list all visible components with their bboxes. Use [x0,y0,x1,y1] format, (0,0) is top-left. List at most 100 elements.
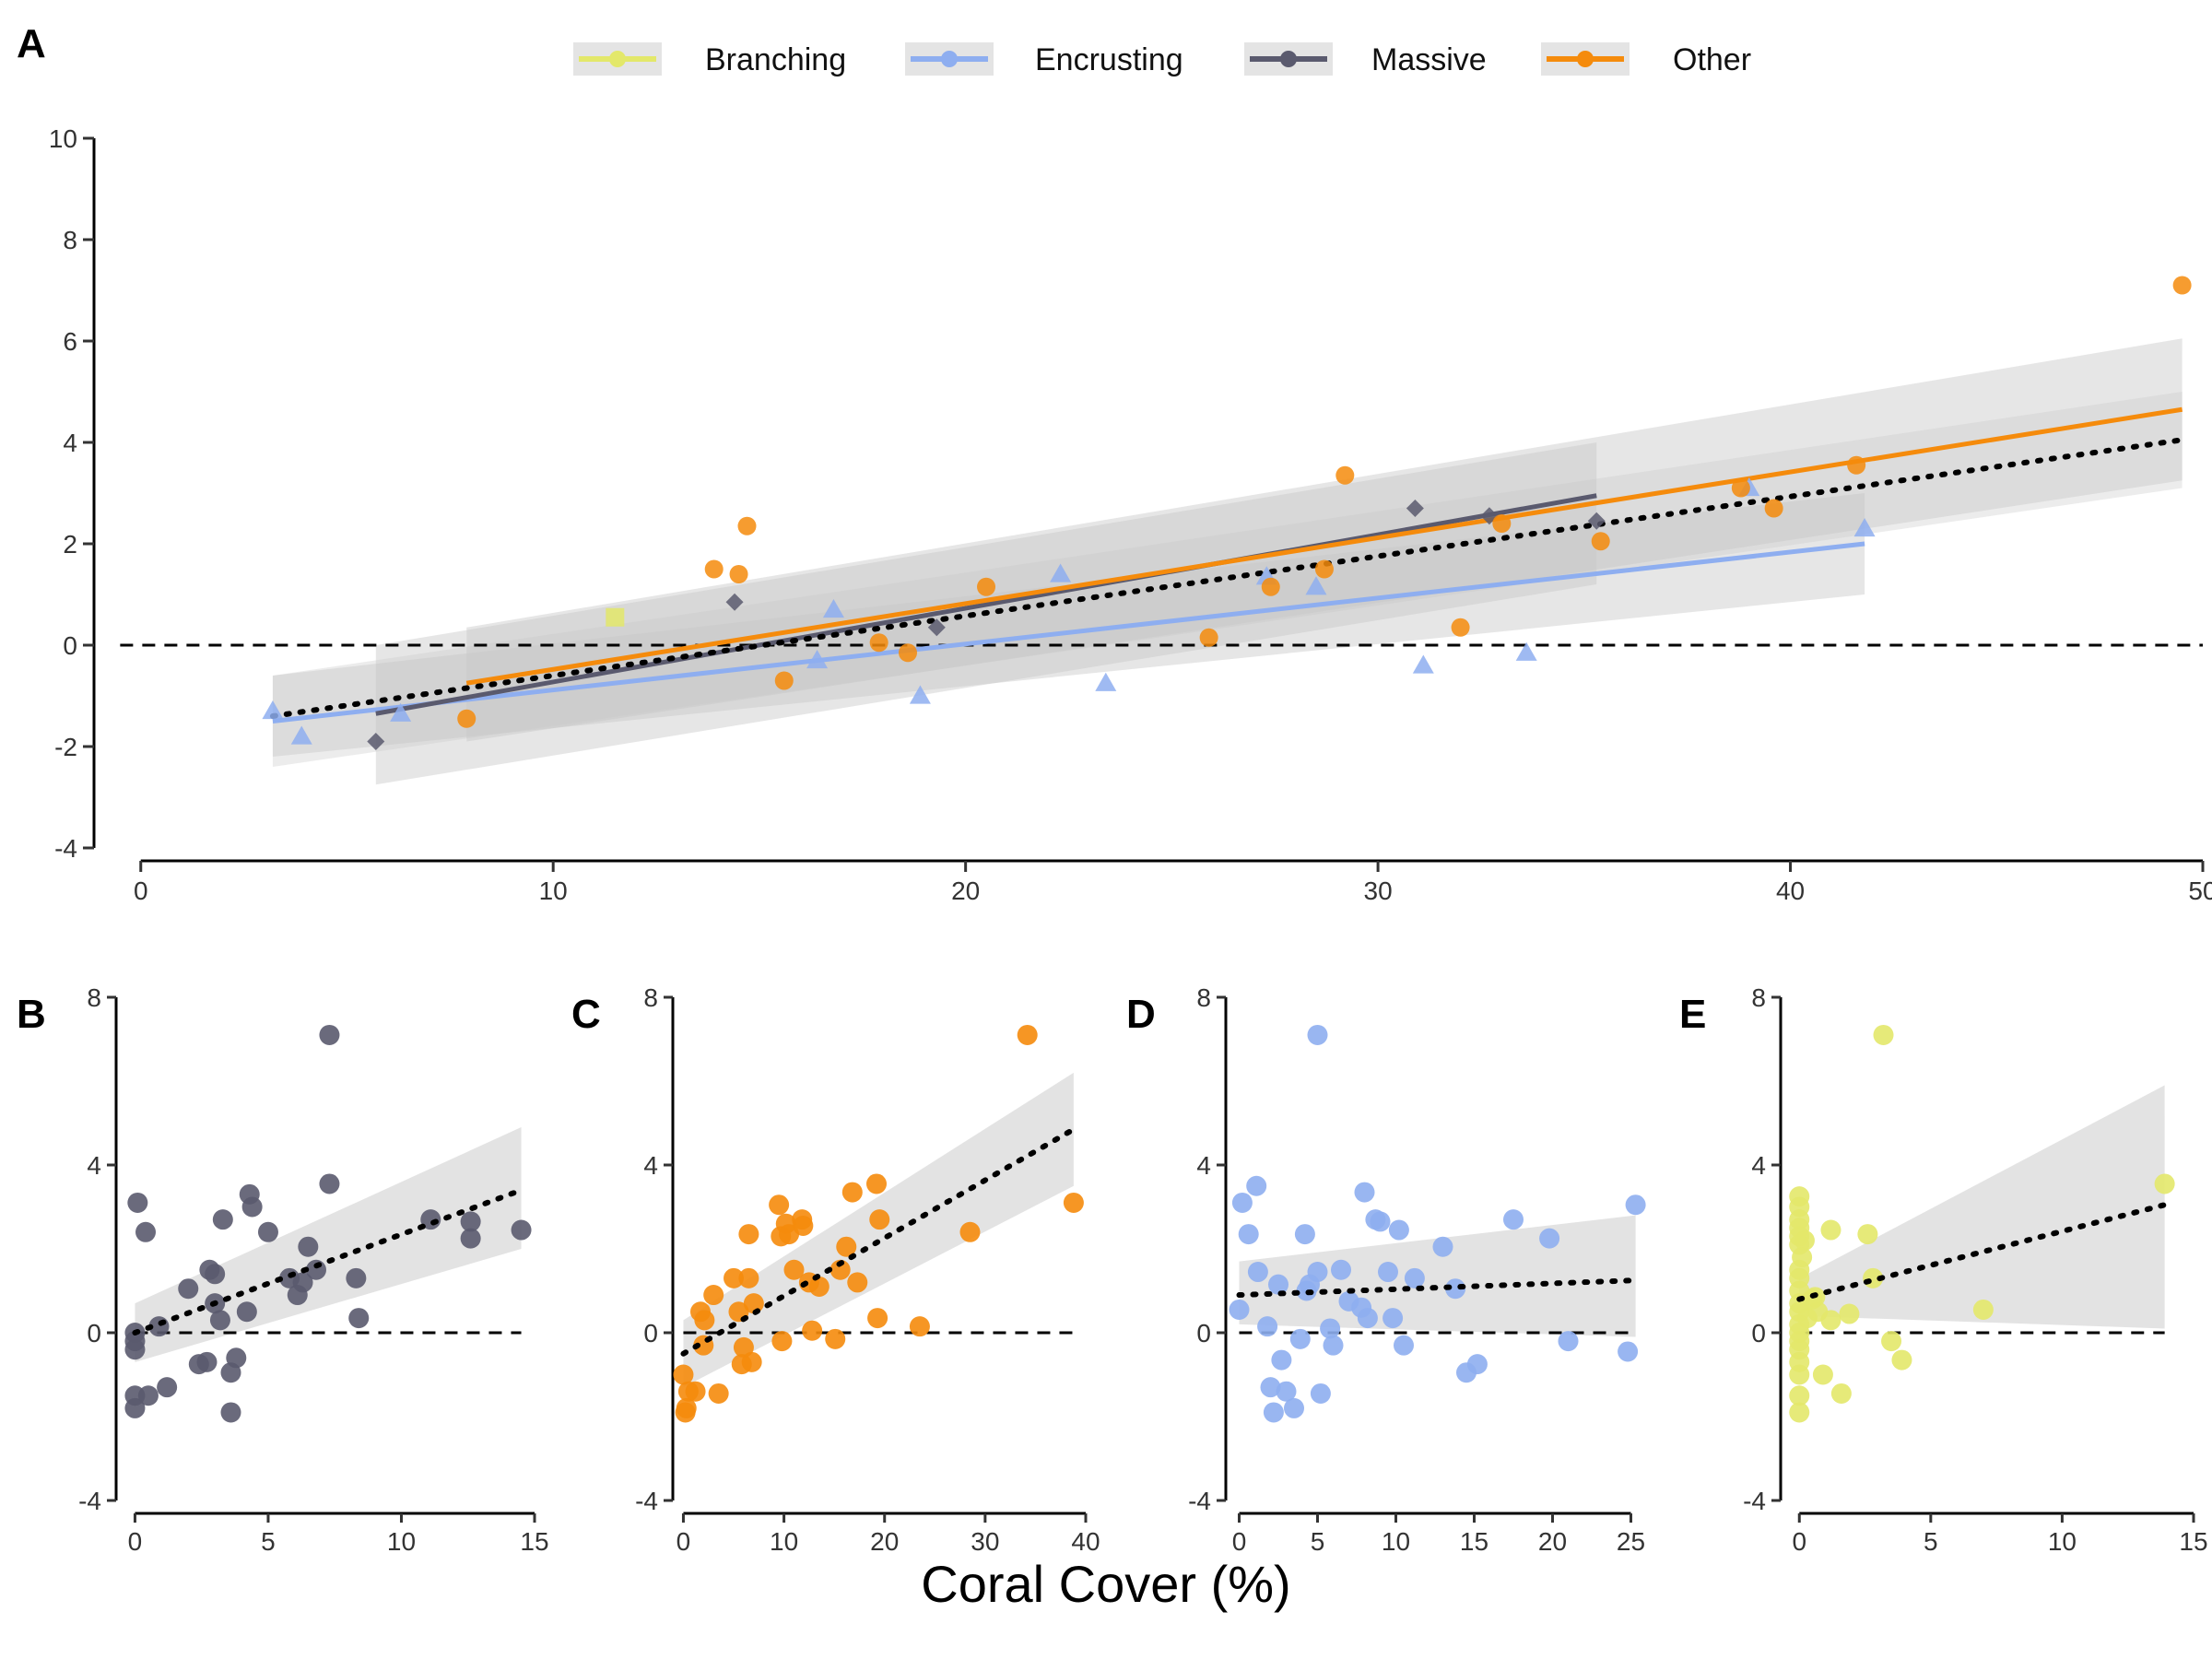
data-point [226,1347,247,1369]
data-point [1881,1331,1902,1352]
data-point [1394,1335,1414,1356]
data-point [1284,1397,1304,1418]
point-other [774,671,794,690]
panel-letter-c: C [571,992,601,1037]
x-tick-label: 10 [387,1527,416,1556]
y-tick-label: 8 [643,983,658,1012]
data-point [783,1259,805,1280]
legend-item-encrusting: Encrusting [905,42,1183,77]
fit-line [132,1187,524,1335]
legend: Branching Encrusting Massive Other [573,42,1751,77]
data-point [127,1192,148,1213]
point-other [737,516,757,535]
y-tick-label: -4 [1188,1487,1211,1515]
data-point [137,1385,159,1406]
x-tick-label: 0 [1232,1527,1247,1556]
y-tick-label: 4 [643,1151,658,1180]
point-other [899,643,918,663]
x-tick-label: 25 [1617,1527,1645,1556]
legend-key-marker [941,51,958,67]
data-point [1820,1219,1841,1241]
point-encrusting [390,702,412,722]
data-point [1812,1364,1833,1385]
confidence-band [1799,1085,2165,1329]
legend-item-branching: Branching [573,42,846,77]
data-point [694,1310,715,1331]
data-point [460,1211,481,1232]
point-other [1314,559,1334,579]
data-point [769,1194,790,1216]
x-tick-label: 5 [1924,1527,1938,1556]
y-tick-label: 8 [63,226,77,254]
data-point [209,1310,230,1331]
data-point [1268,1274,1288,1295]
y-tick-label: 0 [1751,1319,1766,1347]
data-point [1539,1228,1560,1249]
data-point [841,1182,863,1203]
data-point [2154,1173,2175,1194]
x-tick-label: 40 [1776,877,1805,905]
data-point [1307,1024,1328,1045]
data-point [292,1272,313,1293]
data-point [1830,1382,1852,1404]
y-tick-label: 4 [1196,1151,1211,1180]
data-point [1625,1194,1646,1216]
panel-letter-e: E [1679,992,1706,1037]
data-point [1618,1341,1639,1362]
data-point [1271,1349,1292,1371]
data-point [178,1278,199,1300]
legend-key-marker [609,51,626,67]
point-massive [1587,512,1606,530]
x-tick-label: 0 [134,877,148,905]
legend-key-marker [1577,51,1594,67]
data-point [909,1316,930,1337]
data-point [1873,1024,1894,1045]
data-point [346,1267,367,1288]
data-point [1246,1175,1267,1196]
panel-b: B -4 0 4 8 0 5 10 15 [17,983,549,1556]
x-tick-label: 0 [128,1527,143,1556]
point-encrusting [1095,672,1117,691]
data-point [1503,1209,1524,1230]
data-point [1382,1308,1404,1329]
data-point [1231,1192,1253,1213]
point-encrusting [1515,641,1537,661]
data-point [305,1259,326,1280]
x-tick-label: 15 [1460,1527,1488,1556]
data-point [212,1209,233,1230]
data-point [1289,1328,1311,1349]
data-point [124,1397,146,1418]
fit-line-massive [375,493,1597,716]
point-other [869,633,888,653]
x-tick-label: 10 [539,877,568,905]
y-tick-label: 4 [1751,1151,1766,1180]
data-point [1839,1303,1860,1324]
y-tick-label: -4 [635,1487,658,1515]
point-encrusting [290,725,312,745]
data-point [220,1402,241,1423]
x-tick-label: 50 [2188,877,2212,905]
y-tick-label: 8 [1196,983,1211,1012]
data-point [205,1264,226,1285]
fit-line [1236,1277,1639,1299]
data-point [1972,1299,1994,1320]
x-tick-label: 15 [2179,1527,2207,1556]
data-point [743,1293,764,1314]
data-point [460,1228,481,1249]
x-tick-label: 20 [870,1527,899,1556]
data-point [1257,1316,1278,1337]
legend-label: Massive [1371,42,1487,77]
data-point [319,1173,340,1194]
data-point [1789,1385,1810,1406]
point-other [457,709,477,728]
data-point [1238,1224,1259,1245]
fit-line [680,1126,1077,1357]
y-tick-label: 8 [87,983,101,1012]
data-point [298,1236,319,1257]
data-point [867,1308,888,1329]
x-tick-label: 10 [1382,1527,1410,1556]
point-other [1591,532,1610,551]
data-point [738,1267,759,1288]
y-tick-label: -2 [54,733,77,761]
